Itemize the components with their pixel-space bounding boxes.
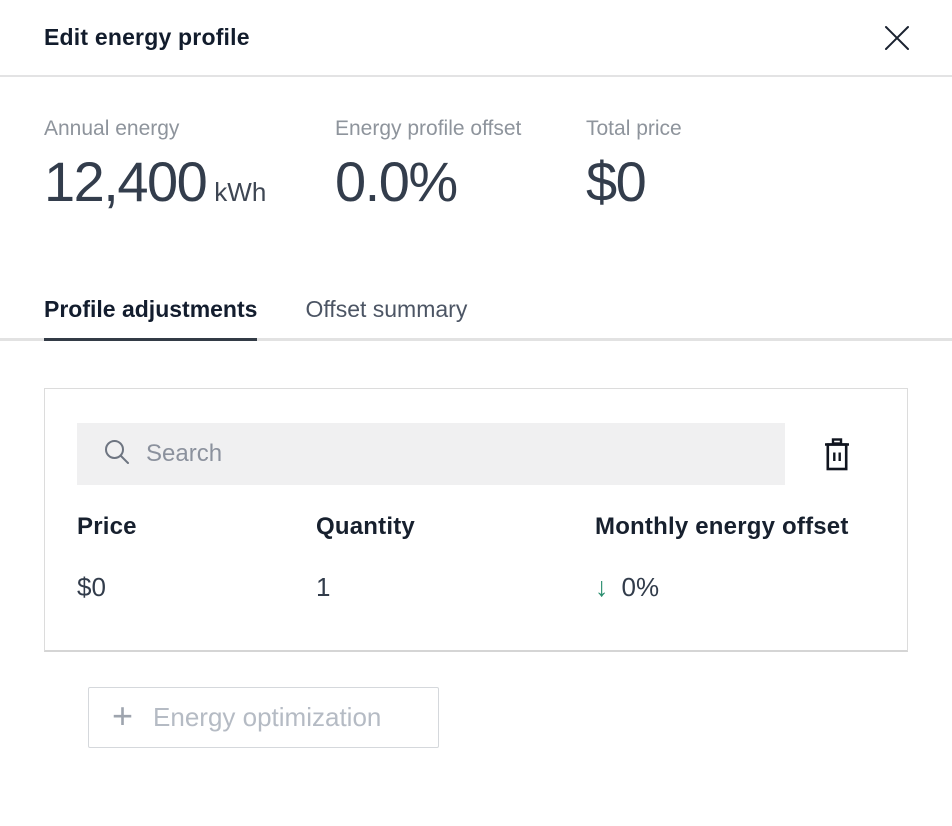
table-header-row: Price Quantity Monthly energy offset: [77, 513, 875, 541]
dialog-header: Edit energy profile: [0, 0, 952, 77]
search-box[interactable]: [77, 423, 785, 485]
stat-value: 0.0%: [335, 150, 458, 213]
stat-energy-profile-offset: Energy profile offset 0.0%: [335, 117, 586, 213]
stat-value: 12,400: [44, 150, 208, 213]
delete-button[interactable]: [823, 437, 851, 474]
close-icon: [882, 25, 912, 56]
tab-bar: Profile adjustments Offset summary: [0, 296, 952, 341]
adjustments-table: Price Quantity Monthly energy offset $0 …: [77, 513, 875, 603]
dialog-title: Edit energy profile: [44, 24, 250, 50]
monthly-energy-offset-cell: ↓ 0%: [595, 572, 875, 603]
table-row[interactable]: $0 1 ↓ 0%: [77, 572, 875, 603]
search-icon: [103, 438, 146, 470]
offset-value: 0%: [621, 572, 660, 602]
edit-energy-profile-dialog: Edit energy profile Annual energy 12,400…: [0, 0, 952, 748]
stat-annual-energy: Annual energy 12,400 kWh: [44, 117, 335, 213]
search-row: [77, 423, 875, 485]
profile-adjustments-panel: Price Quantity Monthly energy offset $0 …: [44, 388, 908, 652]
close-button[interactable]: [878, 19, 916, 57]
tab-offset-summary[interactable]: Offset summary: [305, 296, 468, 322]
tab-content: Price Quantity Monthly energy offset $0 …: [0, 388, 952, 748]
energy-optimization-button-label: Energy optimization: [153, 702, 382, 732]
tab-profile-adjustments[interactable]: Profile adjustments: [44, 296, 258, 341]
column-header-quantity: Quantity: [316, 513, 415, 540]
stat-label: Energy profile offset: [335, 117, 522, 140]
stat-label: Total price: [586, 117, 682, 140]
plus-icon: +: [112, 695, 134, 736]
energy-optimization-button[interactable]: + Energy optimization: [88, 687, 439, 748]
trash-icon: [823, 437, 851, 474]
quantity-cell: 1: [316, 572, 331, 602]
column-header-monthly-energy-offset: Monthly energy offset: [595, 513, 849, 540]
stat-value: $0: [586, 150, 647, 213]
column-header-price: Price: [77, 513, 137, 540]
stat-unit: kWh: [214, 177, 267, 207]
search-input[interactable]: [146, 440, 765, 468]
trend-down-arrow-icon: ↓: [595, 572, 609, 602]
stat-label: Annual energy: [44, 117, 180, 140]
price-cell: $0: [77, 572, 106, 602]
stat-total-price: Total price $0: [586, 117, 682, 213]
summary-stats: Annual energy 12,400 kWh Energy profile …: [0, 77, 952, 213]
